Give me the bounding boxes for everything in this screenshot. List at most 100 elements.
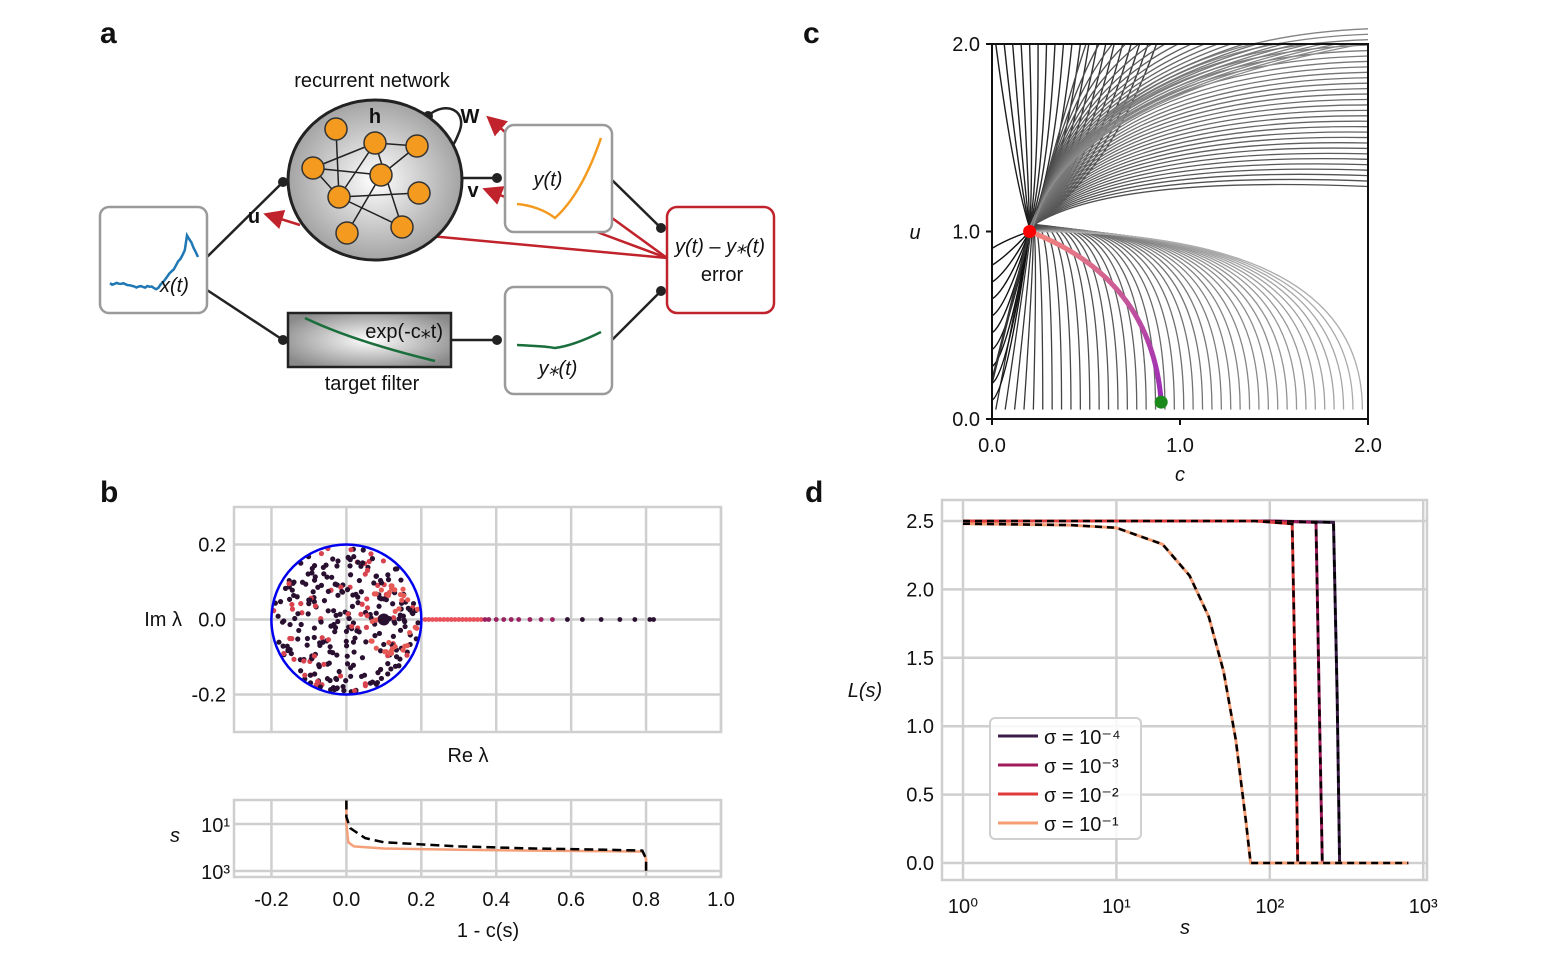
eigenvalue-point [346,611,351,616]
eigenvalue-point [332,687,337,692]
eigenvalue-point [386,640,391,645]
eigenvalue-point [363,639,368,644]
eigenvalue-point [301,658,306,663]
eigenvalue-point [299,622,304,627]
eigenvalue-point [326,608,331,613]
eigenvalue-point [398,577,403,582]
eigenvalue-point [404,653,409,658]
d-xtick-label: 10⁰ [948,896,978,918]
b2-xtick-label: 1.0 [707,889,735,911]
eigenvalue-point [319,551,324,556]
recurrent-weight-label: W [461,106,480,128]
output-label: y(t) [532,169,563,191]
eigenvalue-point [281,618,286,623]
eigenvalue-point [393,609,398,614]
real-eigenvalue-point [501,617,506,622]
eigenvalue-point [381,558,386,563]
eigenvalue-point [344,639,349,644]
eigenvalue-point [320,635,325,640]
real-eigenvalue-point [580,617,585,622]
eigenvalue-point [358,612,363,617]
eigenvalue-point [326,637,331,642]
d-ytick-label: 1.0 [906,716,934,738]
b-ytick-label: 0.0 [198,610,226,632]
eigenvalue-point [393,566,398,571]
b2-ytick-label: 10¹ [201,815,230,837]
eigenvalue-point [355,560,360,565]
eigenvalue-point [374,574,379,579]
eigenvalue-point [338,612,343,617]
eigenvalue-point [369,638,374,643]
eigenvalue-point [321,662,326,667]
eigenvalue-point [319,583,324,588]
c-xtick-label: 1.0 [1166,435,1194,457]
filter-expression: exp(-c⁎t) [365,321,443,343]
eigenvalue-point [290,607,295,612]
eigenvalue-point [291,579,296,584]
b2-xtick-label: 0.8 [632,889,660,911]
eigenvalue-point [337,669,342,674]
eigenvalue-point [286,581,291,586]
eigenvalue-point [345,661,350,666]
eigenvalue-point [330,556,335,561]
eigenvalue-point [317,643,322,648]
eigenvalue-point [379,580,384,585]
eigenvalue-point [303,582,308,587]
eigenvalue-point [386,577,391,582]
eigenvalue-point [311,589,316,594]
eigenvalue-point [298,668,303,673]
eigenvalue-point [289,602,294,607]
eigenvalue-point [289,636,294,641]
eigenvalue-point [347,616,352,621]
eigenvalue-point [359,589,364,594]
real-eigenvalue-point [617,617,622,622]
eigenvalue-point [415,620,420,625]
eigenvalue-point [392,620,397,625]
eigenvalue-point [368,681,373,686]
eigenvalue-point [379,587,384,592]
eigenvalue-point [348,547,353,552]
eigenvalue-point [385,572,390,577]
real-eigenvalue-point [651,617,656,622]
eigenvalue-point [386,593,391,598]
eigenvalue-point [324,574,329,579]
eigenvalue-point [359,674,364,679]
eigenvalue-point [365,605,370,610]
eigenvalue-point [306,611,311,616]
eigenvalue-point [389,586,394,591]
c-ytick-label: 1.0 [952,222,980,244]
eigenvalue-point [312,635,317,640]
eigenvalue-point [399,598,404,603]
b2-frame [234,800,721,877]
eigenvalue-point [287,622,292,627]
eigenvalue-point [335,558,340,563]
eigenvalue-point [322,598,327,603]
b2-ytick-label: 10³ [201,862,230,884]
d-legend: σ = 10⁻⁴σ = 10⁻³σ = 10⁻²σ = 10⁻¹ [990,718,1141,839]
d-ytick-label: 0.0 [906,853,934,875]
eigenvalue-point [346,555,351,560]
eigenvalue-point [370,556,375,561]
eigenvalue-point [365,568,370,573]
b-ytick-label: -0.2 [192,685,226,707]
eigenvalue-point [390,601,395,606]
eigenvalue-point [339,589,344,594]
eigenvalue-point [400,587,405,592]
eigenvalue-point [285,644,290,649]
target-output-label: y⁎(t) [537,358,578,380]
b-ylabel: Im λ [144,609,182,631]
eigenvalue-point [343,678,348,683]
d-legend-label: σ = 10⁻³ [1044,756,1119,778]
panel-label-c: c [803,17,820,50]
real-eigenvalue-point [539,617,544,622]
streamline [1030,231,1278,410]
eigenvalue-point [278,599,283,604]
real-eigenvalue-point [486,617,491,622]
eigenvalue-point [319,619,324,624]
eigenvalue-point [372,633,377,638]
eigenvalue-point [408,607,413,612]
eigenvalue-point [295,611,300,616]
eigenvalue-point [335,593,340,598]
